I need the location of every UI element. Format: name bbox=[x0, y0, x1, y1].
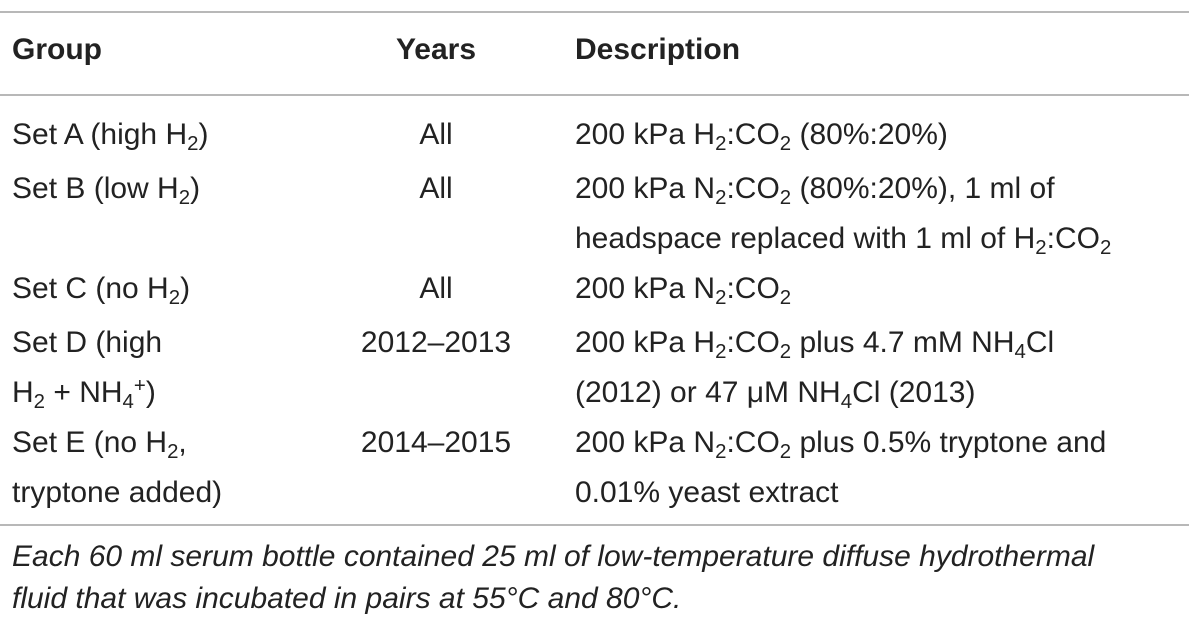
cell-group: Set C (no H2) bbox=[12, 264, 342, 314]
cell-group: Set D (high H2 + NH4+) bbox=[12, 318, 342, 418]
cell-years: All bbox=[419, 272, 453, 305]
header-rule bbox=[0, 94, 1189, 96]
footnote-line: Each 60 ml serum bottle contained 25 ml … bbox=[12, 540, 1095, 573]
cell-group: Set A (high H2) bbox=[12, 110, 342, 160]
cell-group-line: Set A (high H2) bbox=[12, 118, 209, 156]
cell-description: 200 kPa N2:CO2 (80%:20%), 1 ml of headspa… bbox=[575, 164, 1185, 264]
cell-description-line: 200 kPa N2:CO2 plus 0.5% tryptone and bbox=[575, 426, 1107, 464]
table-footnote: Each 60 ml serum bottle contained 25 ml … bbox=[12, 536, 1192, 620]
table-bottom-rule bbox=[0, 524, 1189, 526]
table-top-rule bbox=[0, 11, 1189, 13]
cell-description: 200 kPa N2:CO2 plus 0.5% tryptone and 0.0… bbox=[575, 418, 1185, 518]
cell-description-line: 200 kPa N2:CO2 (80%:20%), 1 ml of bbox=[575, 172, 1055, 210]
cell-description-line: 200 kPa N2:CO2 bbox=[575, 272, 792, 310]
cell-years: 2014–2015 bbox=[360, 426, 512, 459]
cell-group-line: H2 + NH4+) bbox=[12, 374, 156, 414]
cell-description: 200 kPa N2:CO2 bbox=[575, 264, 1185, 314]
cell-description-line: (2012) or 47 μM NH4Cl (2013) bbox=[575, 376, 976, 414]
header-group: Group bbox=[12, 33, 102, 66]
header-description: Description bbox=[575, 33, 741, 66]
cell-group: Set E (no H2, tryptone added) bbox=[12, 418, 342, 518]
cell-group-line: Set C (no H2) bbox=[12, 272, 191, 310]
footnote-line: fluid that was incubated in pairs at 55°… bbox=[12, 582, 682, 615]
cell-description-line: 200 kPa H2:CO2 plus 4.7 mM NH4Cl bbox=[575, 326, 1055, 364]
header-years: Years bbox=[395, 33, 477, 66]
cell-description: 200 kPa H2:CO2 (80%:20%) bbox=[575, 110, 1185, 160]
cell-description-line: 200 kPa H2:CO2 (80%:20%) bbox=[575, 118, 948, 156]
cell-group: Set B (low H2) bbox=[12, 164, 342, 214]
cell-group-line: Set E (no H2, bbox=[12, 426, 187, 464]
cell-description: 200 kPa H2:CO2 plus 4.7 mM NH4Cl (2012) o… bbox=[575, 318, 1185, 418]
cell-description-line: 0.01% yeast extract bbox=[575, 476, 839, 509]
cell-group-line: tryptone added) bbox=[12, 476, 223, 509]
cell-group-line: Set B (low H2) bbox=[12, 172, 201, 210]
cell-years: All bbox=[419, 118, 453, 151]
cell-group-line: Set D (high bbox=[12, 326, 163, 359]
cell-years: 2012–2013 bbox=[360, 326, 512, 359]
cell-description-line: headspace replaced with 1 ml of H2:CO2 bbox=[575, 222, 1112, 260]
cell-years: All bbox=[419, 172, 453, 205]
